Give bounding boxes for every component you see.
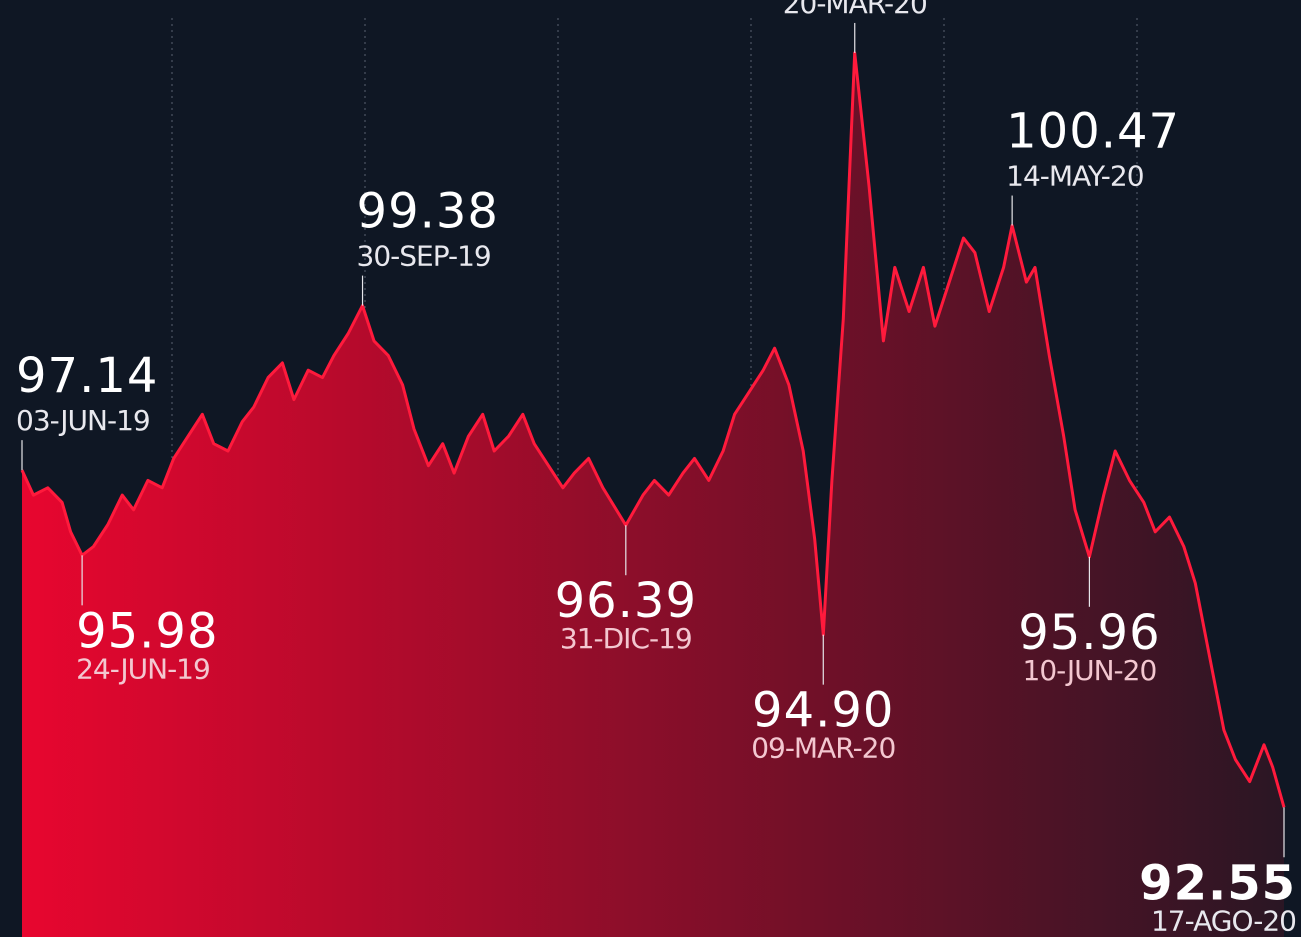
annotation-value: 95.96 (1018, 605, 1160, 661)
annotation-date: 30-SEP-19 (357, 240, 491, 273)
price-line (20, 51, 1286, 808)
annotation-date: 24-JUN-19 (76, 652, 210, 685)
annotation-date: 09-MAR-20 (751, 732, 895, 765)
annotation-date: 10-JUN-20 (1023, 654, 1157, 687)
annotation-value: 100.47 (1006, 104, 1180, 160)
annotation-value: 94.90 (752, 683, 894, 739)
annotation: 102.8220-MAR-20 (783, 0, 928, 53)
annotation-value: 97.14 (16, 348, 158, 404)
annotation-date: 17-AGO-20 (1151, 904, 1296, 937)
annotation-date: 31-DIC-19 (560, 622, 692, 655)
price-area-fill (22, 52, 1284, 937)
annotation-value: 92.55 (1139, 855, 1296, 911)
annotation-date: 14-MAY-20 (1006, 160, 1143, 193)
annotation-value: 95.98 (76, 603, 218, 659)
annotation-value: 99.38 (357, 184, 499, 240)
annotation-date: 03-JUN-19 (16, 404, 150, 437)
annotation-date: 20-MAR-20 (783, 0, 927, 20)
annotation-value: 96.39 (555, 573, 697, 629)
